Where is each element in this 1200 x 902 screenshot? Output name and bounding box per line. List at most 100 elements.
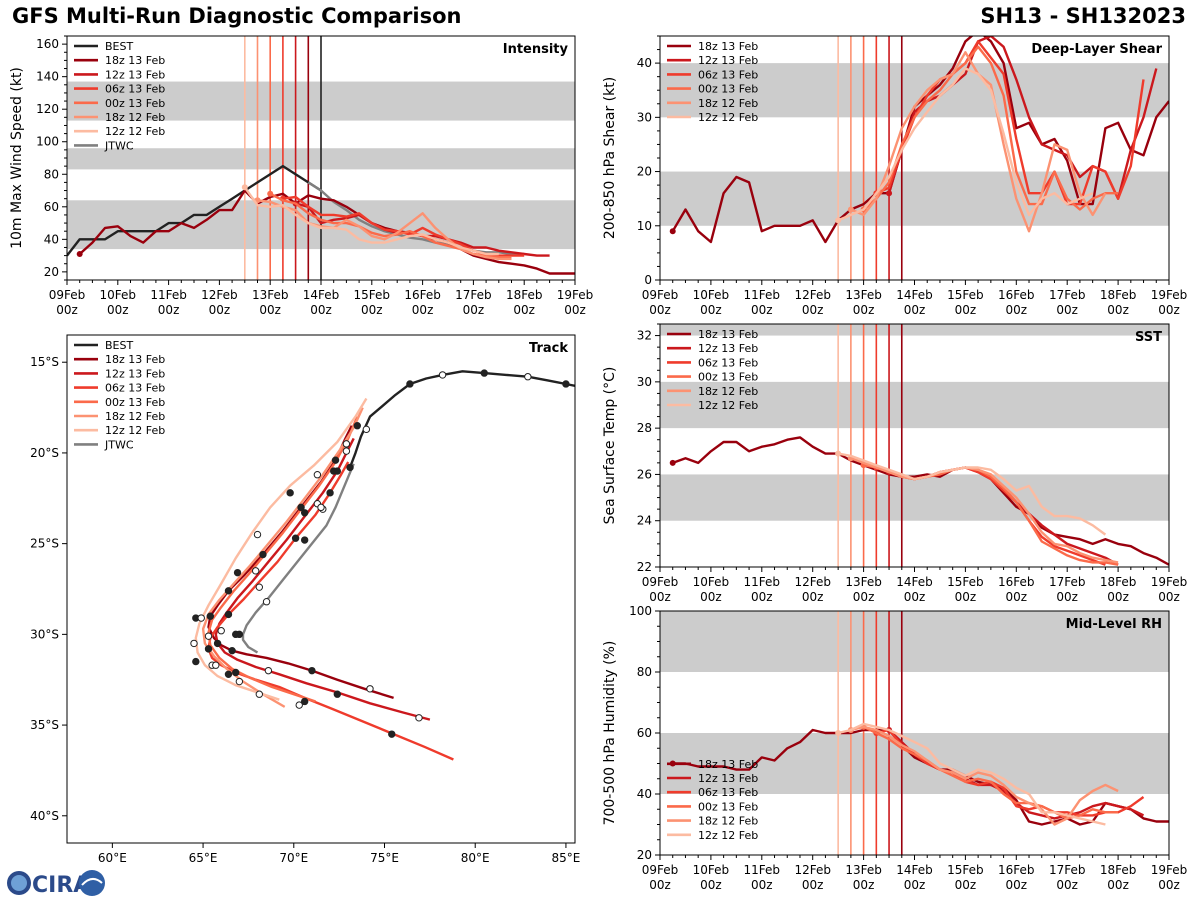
series-line-06z-13-feb [875,40,1145,206]
panel-track: 15°S 20°S 25°S 30°S 35°S 40°S 60°E 65°E 70°E 75°E… [30,334,580,865]
track-marker-12z-13-feb [213,639,222,648]
x-tick-label-hour: 00z [751,303,773,317]
legend-label-12z-12-feb: 12z 12 Feb [698,111,758,124]
x-tick-label-date: 16Feb [998,288,1035,302]
x-tick-label-date: 17Feb [455,288,492,302]
track-marker-18z-13-feb [206,612,215,620]
track-marker-18z-12-feb [232,630,240,639]
x-tick-label-date: 19Feb [1151,288,1188,302]
x-tick-label: 65°E [189,851,218,865]
y-tick-label: 28 [637,421,652,435]
x-tick-label-hour: 00z [513,303,535,317]
x-tick-label-date: 18Feb [506,288,543,302]
legend-label-12z-12-feb: 12z 12 Feb [105,424,165,437]
x-tick-label-hour: 00z [1006,878,1028,892]
legend-label-00z-13-feb: 00z 13 Feb [698,800,758,813]
legend-label-06z-13-feb: 06z 13 Feb [698,356,758,369]
x-tick-label: 75°E [370,851,399,865]
x-tick-label-date: 12Feb [794,575,831,589]
series-line-18z-12-feb [850,457,1119,564]
series-line-18z-13-feb [672,436,1169,566]
plot-area [660,324,1169,567]
init-point [886,190,893,197]
y-axis-label: 200-850 hPa Shear (kt) [602,77,618,239]
track-marker-00z-13-feb [217,627,225,635]
x-tick-label-date: 13Feb [845,288,882,302]
y-tick-label: 10 [637,219,652,233]
x-tick-label-date: 14Feb [896,575,933,589]
series-line-18z-13-feb [78,189,575,275]
x-tick-label-hour: 00z [1056,878,1078,892]
track-marker-00z-13-feb [224,670,233,678]
x-tick-label-date: 11Feb [150,288,187,302]
x-tick-label-date: 11Feb [744,288,781,302]
init-point [241,184,248,191]
track-marker-18z-12-feb [197,614,205,622]
series-line-18z-13-feb [672,728,1169,826]
track-marker-00z-13-feb [300,697,309,706]
legend-label-00z-13-feb: 00z 13 Feb [698,371,758,384]
shaded-band [660,381,1169,429]
x-tick-label-hour: 00z [649,303,671,317]
legend-label-12z-12-feb: 12z 12 Feb [698,399,758,412]
track-marker-18z-12-feb [255,690,264,698]
x-tick-label-date: 12Feb [794,288,831,302]
x-tick-label-date: 14Feb [896,863,933,877]
series-line-12z-12-feb [194,397,368,701]
x-tick-label-hour: 00z [564,303,586,317]
x-tick-label-date: 16Feb [998,575,1035,589]
series-line-12z-12-feb [837,722,1106,826]
track-marker-best [353,422,361,430]
series-line-12z-12-feb [837,67,1094,222]
init-point [835,217,842,224]
x-tick-label: 80°E [461,851,490,865]
series-line-18z-12-feb [850,725,1119,826]
y-tick-label: 40 [637,787,652,801]
x-tick-label-hour: 00z [649,878,671,892]
y-tick-label: 100 [629,604,652,618]
panel-title: Track [529,341,568,356]
x-tick-label: 85°E [551,851,580,865]
y-axis-label: 700-500 hPa Humidity (%) [602,641,618,826]
track-marker-12z-12-feb [342,440,351,448]
x-tick-label-hour: 00z [1056,590,1078,604]
x-tick-label-date: 19Feb [1151,863,1188,877]
x-tick-label-date: 09Feb [642,863,679,877]
track-marker-18z-13-feb [331,456,340,464]
x-tick-label-date: 12Feb [794,863,831,877]
legend-label-12z-12-feb: 12z 12 Feb [105,125,165,138]
y-tick-label: 30°S [30,627,59,641]
x-tick-label-date: 09Feb [49,288,86,302]
y-tick-label: 30 [637,375,652,389]
shaded-band [660,324,1169,336]
init-point [669,228,676,235]
legend-label-06z-13-feb: 06z 13 Feb [105,83,165,96]
x-tick-label-date: 17Feb [1049,575,1086,589]
track-marker-best [406,380,414,388]
x-tick-label-date: 09Feb [642,288,679,302]
series-line-18z-13-feb [207,425,394,700]
init-point [267,190,274,197]
legend-label-18z-13-feb: 18z 13 Feb [698,758,758,771]
y-tick-label: 25°S [30,537,59,551]
x-tick-label-date: 13Feb [845,863,882,877]
track-marker-12z-12-feb [317,503,325,512]
y-tick-label: 35°S [30,718,59,732]
series-line-12z-12-feb [837,452,1107,536]
track-marker-06z-13-feb [224,610,233,619]
x-tick-label: 70°E [279,851,308,865]
track-marker-00z-13-feb [262,598,271,606]
track-marker-best [362,425,371,434]
x-tick-label-date: 09Feb [642,575,679,589]
track-marker-18z-13-feb [259,550,267,559]
track-marker-18z-12-feb [313,471,322,479]
legend-label-jtwc: JTWC [104,438,134,451]
series-line-12z-12-feb [243,186,499,256]
plot-area [67,36,575,280]
legend-label-00z-13-feb: 00z 13 Feb [698,83,758,96]
panel-intensity: 2040608010012014016009Feb00z10Feb00z11Fe… [9,35,593,317]
track-marker-best [438,371,447,379]
legend-label-18z-13-feb: 18z 13 Feb [698,328,758,341]
